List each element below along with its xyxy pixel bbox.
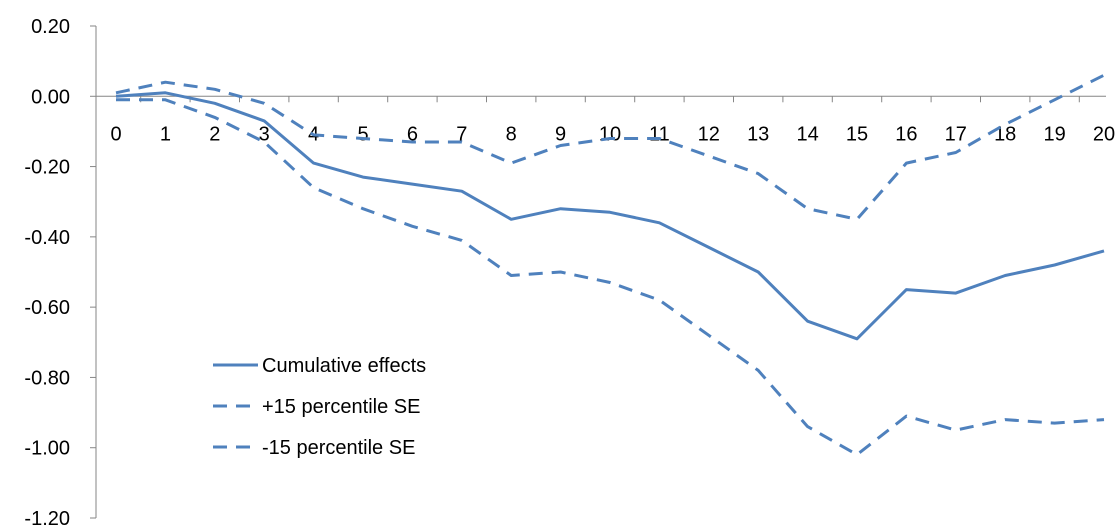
x-tick-label: 17 — [945, 123, 967, 145]
legend-label: Cumulative effects — [262, 355, 426, 377]
y-tick-label: -0.80 — [24, 367, 70, 389]
x-tick-label: 20 — [1093, 123, 1115, 145]
series-line-1 — [115, 73, 1105, 221]
y-tick-label: -1.00 — [24, 438, 70, 460]
x-tick-label: 12 — [698, 123, 720, 145]
x-tick-label: 11 — [649, 123, 670, 145]
x-tick-label: 15 — [846, 123, 868, 145]
y-axis: 0.20 0.00 -0.20 -0.40 -0.60 -0.80 -1.00 -1.20 — [24, 16, 97, 527]
y-tick-label: -0.60 — [24, 297, 70, 319]
series-layer — [115, 73, 1105, 457]
x-tick-label: 10 — [599, 123, 621, 145]
x-tick-label: 14 — [796, 123, 818, 145]
x-tick-label: 0 — [110, 123, 121, 145]
x-tick-label: 5 — [357, 123, 368, 145]
x-tick-label: 18 — [994, 123, 1016, 145]
x-tick-label: 3 — [259, 123, 270, 145]
y-tick-label: -0.40 — [24, 227, 70, 249]
x-tick-label: 9 — [555, 123, 566, 145]
y-tick-label: -0.20 — [24, 157, 70, 179]
y-tick-label: -1.20 — [24, 508, 70, 527]
x-tick-label: 2 — [209, 123, 220, 145]
x-tick-label: 1 — [160, 123, 171, 145]
x-tick-label: 8 — [506, 123, 517, 145]
y-tick-label: 0.20 — [31, 16, 70, 38]
x-tick-label: 16 — [895, 123, 917, 145]
y-tick-label: 0.00 — [31, 86, 70, 108]
legend-label: -15 percentile SE — [262, 437, 415, 459]
x-tick-label: 19 — [1043, 123, 1065, 145]
series-line-2 — [116, 98, 1105, 457]
x-axis: 0 1 2 3 4 5 6 7 8 9 10 11 12 13 14 15 16 17 18 19 20 — [96, 95, 1115, 145]
x-tick-label: 7 — [456, 123, 467, 145]
x-tick-label: 6 — [407, 123, 418, 145]
legend: Cumulative effects +15 percentile SE -15 p… — [213, 355, 426, 459]
legend-label: +15 percentile SE — [262, 396, 420, 418]
x-tick-label: 13 — [747, 123, 769, 145]
series-line-0 — [115, 91, 1105, 341]
